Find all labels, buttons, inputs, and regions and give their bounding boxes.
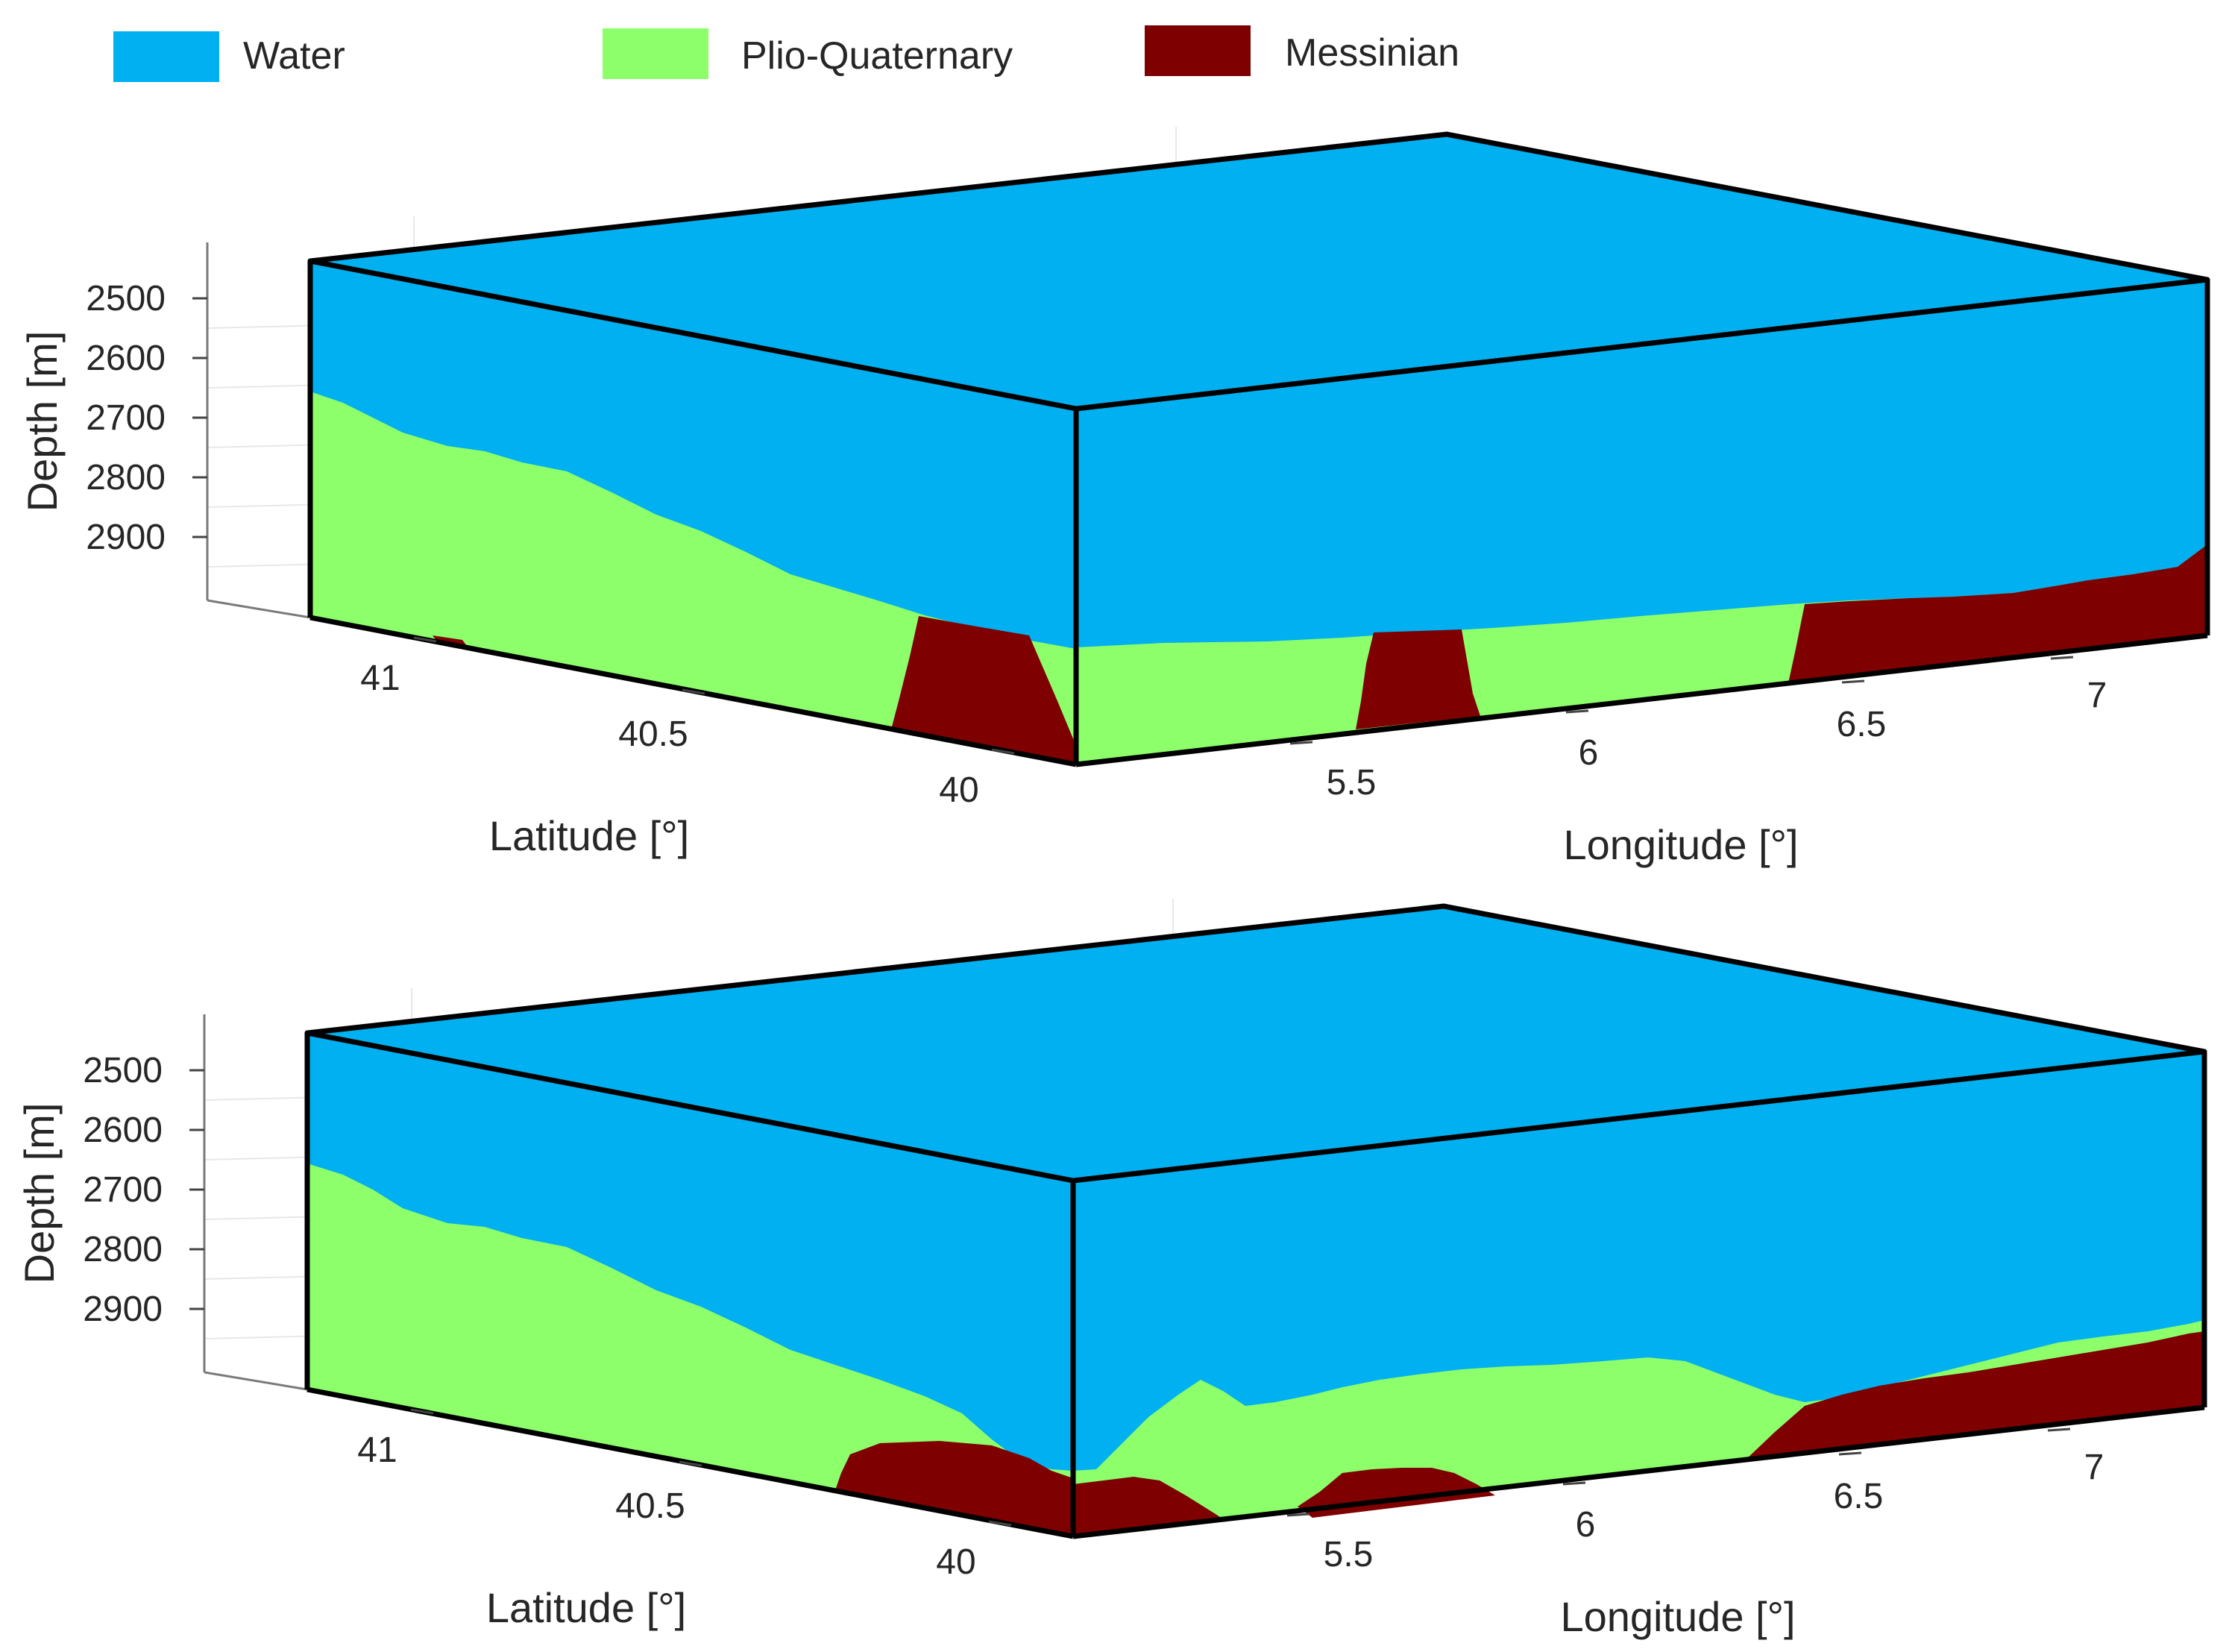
tick-mark <box>1562 1481 1586 1486</box>
top-face-water <box>310 134 2207 409</box>
depth-tick-label: 2800 <box>86 458 166 497</box>
longitude-tick-label: 6 <box>1579 733 1599 773</box>
panel-top-box-outline <box>307 131 2210 767</box>
messinian-swatch <box>1145 25 1251 76</box>
messinian-layer <box>1788 544 2207 683</box>
messinian-layer <box>1730 1331 2204 1462</box>
legend-item-plio-quaternary: Plio-Quaternary <box>603 28 1013 79</box>
tick-mark <box>2047 1428 2071 1432</box>
longitude-tick-label: 7 <box>2084 1448 2104 1487</box>
messinian-layer <box>433 635 467 646</box>
tick-mark <box>413 636 437 643</box>
box-edge <box>1075 632 2208 767</box>
latitude-tick-label: 41 <box>360 659 400 698</box>
plio-quaternary-layer <box>310 392 1076 764</box>
depth-tick-label: 2700 <box>83 1170 163 1210</box>
depth-tick-label: 2500 <box>86 279 166 318</box>
latitude-tick-label: 40.5 <box>618 714 688 754</box>
tick-mark <box>679 1460 702 1467</box>
legend-item-messinian: Messinian <box>1145 25 1459 76</box>
panel-top: 2500 2600 2700 2800 2900 Depth [m] 41 40… <box>19 127 2210 868</box>
plio-quaternary-swatch <box>603 28 708 79</box>
panel-bottom-box-outline <box>304 903 2207 1539</box>
depth-tick-label: 2900 <box>83 1290 163 1329</box>
messinian-layer <box>1356 629 1480 729</box>
panel-bottom-latitude-axis: 41 40.5 40 Latitude [°] <box>357 1408 1012 1631</box>
tick-mark <box>1841 679 1865 684</box>
tick-mark <box>1286 1513 1310 1517</box>
panel-bottom-longitude-axis: 5.5 6 6.5 7 Longitude [°] <box>1286 1428 2104 1640</box>
latitude-axis-title: Latitude [°] <box>489 812 689 859</box>
longitude-tick-label: 5.5 <box>1324 1535 1374 1574</box>
longitude-tick-label: 6 <box>1576 1505 1596 1545</box>
longitude-tick-label: 5.5 <box>1327 763 1377 803</box>
tick-mark <box>988 1520 1012 1527</box>
panel-bottom-longitude-face <box>1073 1052 2204 1536</box>
panel-bottom-latitude-face <box>307 1033 1073 1536</box>
longitude-tick-label: 7 <box>2087 676 2107 715</box>
top-face-water <box>307 906 2204 1181</box>
tick-mark <box>1838 1451 1862 1456</box>
tick-mark <box>2050 656 2074 660</box>
depth-tick-label: 2500 <box>83 1051 163 1090</box>
depth-tick-label: 2800 <box>83 1230 163 1269</box>
tick-mark <box>1289 741 1313 745</box>
latitude-tick-label: 41 <box>357 1430 397 1470</box>
panel-top-latitude-face <box>310 261 1076 764</box>
latitude-tick-label: 40.5 <box>615 1486 685 1526</box>
panel-top-longitude-face <box>1076 280 2207 764</box>
longitude-tick-label: 6.5 <box>1834 1477 1884 1516</box>
tick-mark <box>682 688 705 695</box>
depth-axis-title: Depth [m] <box>19 331 66 512</box>
longitude-tick-label: 6.5 <box>1837 705 1887 744</box>
legend-item-water: Water <box>113 31 345 82</box>
latitude-tick-label: 40 <box>939 770 978 810</box>
latitude-axis-title: Latitude [°] <box>486 1584 686 1631</box>
longitude-axis-title: Longitude [°] <box>1560 1593 1795 1640</box>
panel-bottom-depth-axis: 2500 2600 2700 2800 2900 Depth [m] <box>16 1051 204 1329</box>
legend: Water Plio-Quaternary Messinian <box>113 25 1459 82</box>
depth-tick-label: 2600 <box>83 1111 163 1150</box>
water-swatch <box>113 31 219 82</box>
depth-tick-label: 2700 <box>86 398 166 438</box>
depth-tick-label: 2900 <box>86 518 166 557</box>
panel-top-depth-axis: 2500 2600 2700 2800 2900 Depth [m] <box>19 279 207 557</box>
legend-label-plio-quaternary: Plio-Quaternary <box>741 34 1013 78</box>
messinian-layer <box>891 616 1076 764</box>
tick-mark <box>1565 709 1589 714</box>
messinian-layer <box>835 1441 1073 1536</box>
panel-top-longitude-axis: 5.5 6 6.5 7 Longitude [°] <box>1289 656 2107 868</box>
box-edge <box>1072 1404 2205 1539</box>
base-axis-line <box>207 599 311 619</box>
tick-mark <box>991 748 1015 755</box>
panel-bottom: 2500 2600 2700 2800 2900 Depth [m] 41 40… <box>16 899 2207 1640</box>
panel-top-latitude-axis: 41 40.5 40 Latitude [°] <box>360 636 1015 859</box>
latitude-tick-label: 40 <box>936 1542 975 1582</box>
depth-axis-title: Depth [m] <box>16 1103 63 1284</box>
legend-label-water: Water <box>243 34 345 78</box>
depth-tick-label: 2600 <box>86 339 166 378</box>
longitude-axis-title: Longitude [°] <box>1563 821 1798 868</box>
legend-label-messinian: Messinian <box>1285 31 1459 75</box>
tick-mark <box>410 1408 434 1415</box>
base-axis-line <box>204 1371 308 1391</box>
